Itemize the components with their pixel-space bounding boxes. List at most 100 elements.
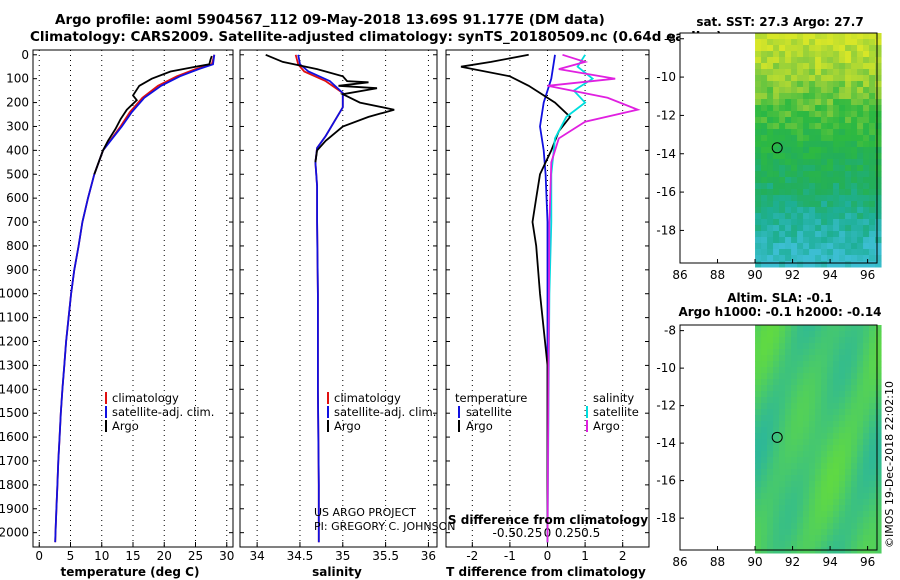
map-cell — [809, 445, 816, 452]
map-cell — [761, 385, 768, 392]
map-cell — [815, 415, 822, 422]
map-cell — [809, 391, 816, 398]
map-cell — [857, 213, 864, 220]
map-cell — [827, 343, 834, 350]
map-cell — [797, 535, 804, 542]
map-cell — [779, 123, 786, 130]
map-cell — [851, 243, 858, 250]
map-cell — [767, 105, 774, 112]
map-cell — [863, 189, 870, 196]
map-cell — [821, 39, 828, 46]
map-cell — [803, 391, 810, 398]
map-cell — [797, 231, 804, 238]
x-tick-label: -2 — [466, 549, 478, 563]
map-cell — [761, 487, 768, 494]
map-cell — [803, 123, 810, 130]
x-tick-label: 2 — [619, 549, 627, 563]
map-cell — [791, 379, 798, 386]
map-cell — [833, 325, 840, 332]
map-cell — [767, 529, 774, 536]
map-cell — [839, 391, 846, 398]
difference-top-label: S difference from climatology — [448, 513, 648, 527]
map-cell — [833, 439, 840, 446]
map-cell — [761, 523, 768, 530]
map-cell — [791, 195, 798, 202]
map-cell — [803, 231, 810, 238]
map-cell — [815, 189, 822, 196]
map-cell — [875, 195, 882, 202]
map-cell — [827, 511, 834, 518]
map-cell — [857, 343, 864, 350]
map-cell — [791, 123, 798, 130]
map-cell — [851, 141, 858, 148]
map-cell — [779, 213, 786, 220]
map-cell — [785, 225, 792, 232]
map-cell — [839, 337, 846, 344]
map-cell — [869, 529, 876, 536]
map-cell — [797, 201, 804, 208]
y-tick-label: 1000 — [0, 287, 29, 301]
map-cell — [779, 159, 786, 166]
map-cell — [821, 243, 828, 250]
map-cell — [875, 51, 882, 58]
map-y-tick-label: -12 — [656, 399, 676, 413]
map-cell — [779, 367, 786, 374]
map-cell — [791, 147, 798, 154]
map-cell — [791, 391, 798, 398]
map-cell — [755, 517, 762, 524]
map-cell — [755, 153, 762, 160]
map-cell — [857, 415, 864, 422]
map-cell — [791, 225, 798, 232]
map-cell — [875, 147, 882, 154]
map-cell — [857, 219, 864, 226]
map-cell — [839, 93, 846, 100]
map-cell — [827, 87, 834, 94]
map-cell — [785, 499, 792, 506]
map-cell — [809, 529, 816, 536]
map-cell — [755, 373, 762, 380]
map-cell — [833, 141, 840, 148]
map-cell — [869, 409, 876, 416]
map-cell — [833, 535, 840, 542]
map-cell — [827, 117, 834, 124]
map-cell — [863, 385, 870, 392]
map-cell — [821, 355, 828, 362]
map-cell — [785, 75, 792, 82]
map-cell — [875, 469, 882, 476]
map-cell — [815, 231, 822, 238]
map-cell — [845, 177, 852, 184]
x-tick-label: 15 — [125, 549, 140, 563]
map-cell — [815, 141, 822, 148]
map-cell — [755, 87, 762, 94]
map-cell — [851, 75, 858, 82]
map-cell — [857, 93, 864, 100]
map-cell — [845, 213, 852, 220]
map-cell — [851, 51, 858, 58]
map-cell — [827, 529, 834, 536]
map-cell — [803, 177, 810, 184]
map-cell — [851, 165, 858, 172]
map-cell — [773, 39, 780, 46]
map-cell — [839, 105, 846, 112]
map-cell — [767, 403, 774, 410]
map-cell — [803, 481, 810, 488]
map-cell — [815, 135, 822, 142]
map-cell — [803, 219, 810, 226]
map-cell — [779, 33, 786, 40]
map-cell — [857, 45, 864, 52]
map-cell — [797, 75, 804, 82]
map-cell — [785, 397, 792, 404]
salinity-panel — [239, 49, 438, 548]
map-cell — [797, 105, 804, 112]
map-cell — [833, 529, 840, 536]
map-cell — [755, 159, 762, 166]
map-cell — [875, 343, 882, 350]
map-cell — [755, 451, 762, 458]
map-cell — [839, 397, 846, 404]
map-cell — [773, 153, 780, 160]
map-cell — [791, 511, 798, 518]
map-cell — [863, 51, 870, 58]
map-cell — [845, 391, 852, 398]
map-cell — [839, 225, 846, 232]
map-cell — [815, 129, 822, 136]
